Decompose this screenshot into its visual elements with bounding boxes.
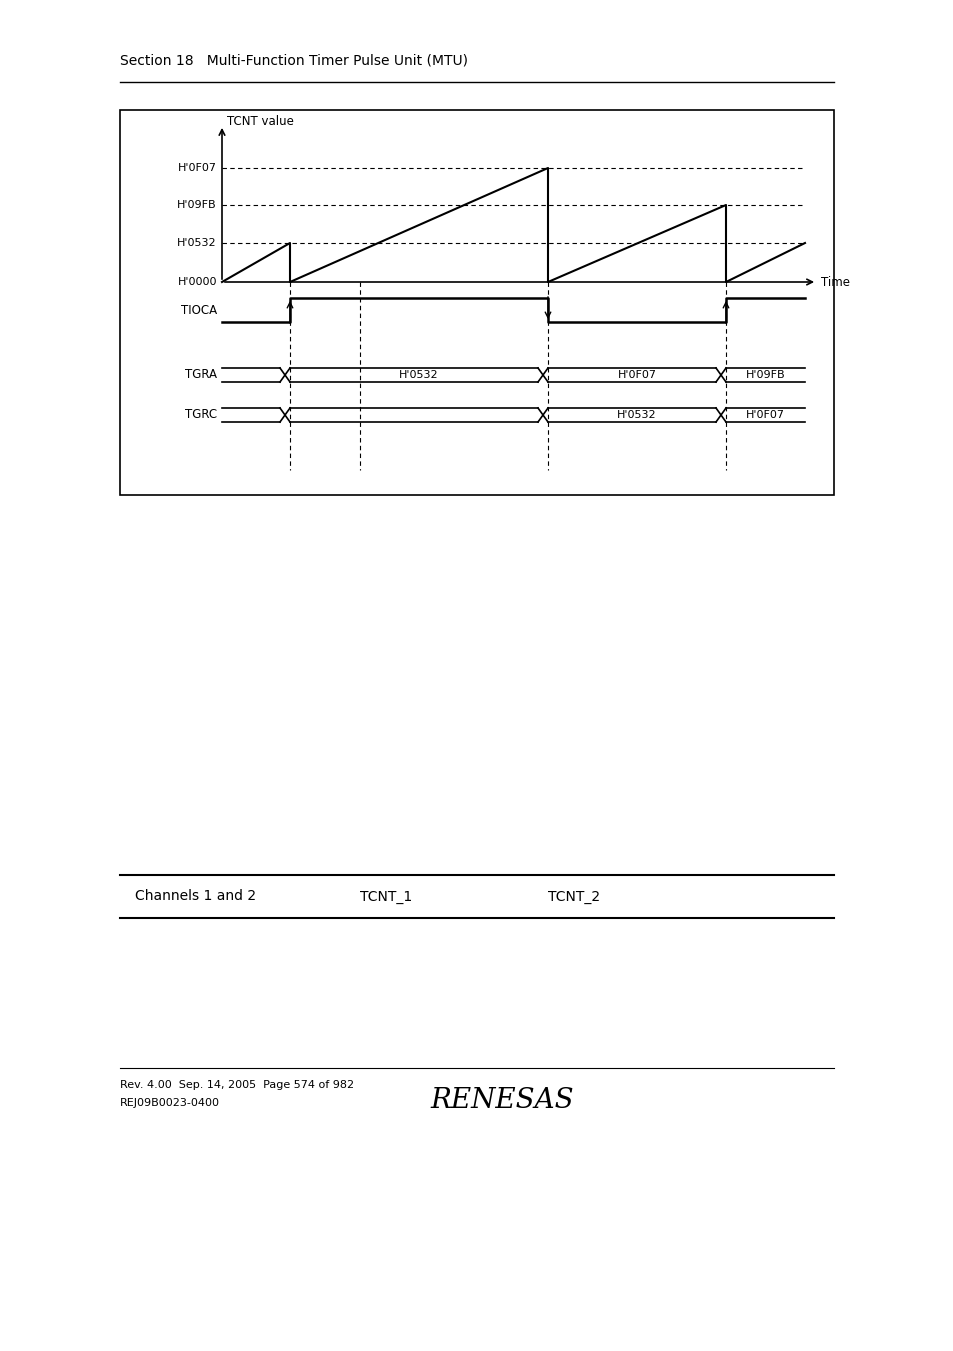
Text: TCNT value: TCNT value — [227, 115, 294, 128]
Text: H'0532: H'0532 — [398, 370, 438, 380]
Text: H'0532: H'0532 — [617, 409, 656, 420]
Text: TCNT_2: TCNT_2 — [547, 889, 599, 904]
Text: H'0F07: H'0F07 — [617, 370, 656, 380]
Text: Section 18   Multi-Function Timer Pulse Unit (MTU): Section 18 Multi-Function Timer Pulse Un… — [120, 54, 468, 68]
Text: TGRA: TGRA — [185, 369, 216, 381]
Text: H'0000: H'0000 — [177, 277, 216, 286]
Text: REJ09B0023-0400: REJ09B0023-0400 — [120, 1098, 220, 1108]
Text: RENESAS: RENESAS — [430, 1086, 573, 1113]
Text: H'09FB: H'09FB — [177, 200, 216, 209]
Text: TGRC: TGRC — [185, 408, 216, 422]
Text: TIOCA: TIOCA — [181, 304, 216, 316]
Text: H'0F07: H'0F07 — [178, 163, 216, 173]
Text: TCNT_1: TCNT_1 — [359, 889, 412, 904]
Text: H'0F07: H'0F07 — [745, 409, 784, 420]
Text: H'0532: H'0532 — [177, 238, 216, 249]
Text: Time: Time — [821, 276, 849, 289]
Text: Rev. 4.00  Sep. 14, 2005  Page 574 of 982: Rev. 4.00 Sep. 14, 2005 Page 574 of 982 — [120, 1079, 354, 1090]
Text: Channels 1 and 2: Channels 1 and 2 — [135, 889, 255, 904]
Text: H'09FB: H'09FB — [745, 370, 784, 380]
Bar — [120, 109, 833, 494]
